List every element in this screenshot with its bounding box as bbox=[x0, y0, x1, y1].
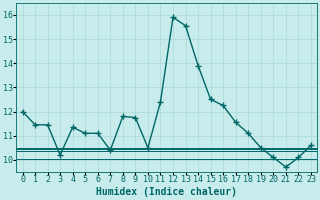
X-axis label: Humidex (Indice chaleur): Humidex (Indice chaleur) bbox=[96, 187, 237, 197]
